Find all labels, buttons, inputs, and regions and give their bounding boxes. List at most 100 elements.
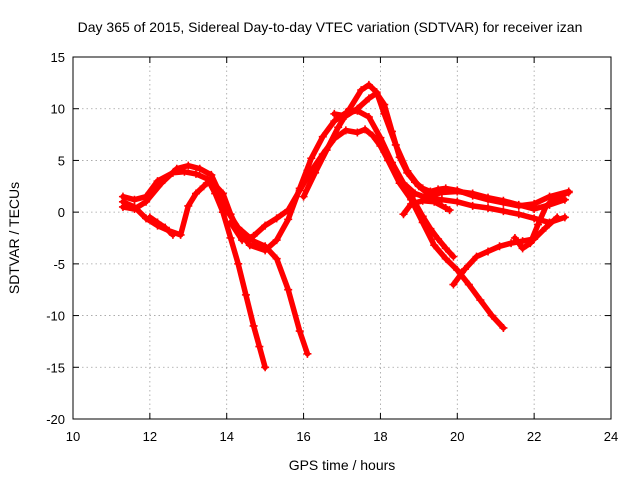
data-point bbox=[153, 218, 162, 227]
data-point bbox=[453, 266, 462, 275]
series-track-8 bbox=[330, 89, 573, 210]
data-point bbox=[449, 252, 458, 261]
data-point bbox=[476, 296, 485, 305]
data-point bbox=[272, 214, 281, 223]
y-tick-label: -20 bbox=[46, 412, 65, 427]
data-point bbox=[434, 185, 443, 194]
data-point bbox=[541, 202, 550, 211]
data-series bbox=[118, 80, 573, 372]
data-point bbox=[176, 230, 185, 239]
chart-title: Day 365 of 2015, Sidereal Day-to-day VTE… bbox=[78, 19, 583, 35]
data-point bbox=[130, 202, 139, 211]
x-tick-label: 20 bbox=[450, 429, 464, 444]
data-point bbox=[376, 133, 385, 142]
data-point bbox=[341, 126, 350, 135]
x-tick-label: 24 bbox=[604, 429, 618, 444]
data-point bbox=[541, 223, 550, 232]
data-point bbox=[330, 109, 339, 118]
data-point bbox=[518, 244, 527, 253]
data-point bbox=[249, 231, 258, 240]
data-point bbox=[430, 241, 439, 250]
data-point bbox=[487, 311, 496, 320]
data-point bbox=[261, 246, 270, 255]
data-point bbox=[484, 204, 493, 213]
series-track-6 bbox=[226, 125, 508, 332]
data-point bbox=[272, 236, 281, 245]
data-point bbox=[514, 210, 523, 219]
x-axis-ticks: 10 12 14 16 18 20 22 24 bbox=[66, 429, 618, 444]
series-trace bbox=[147, 214, 176, 238]
y-tick-label: -5 bbox=[53, 257, 65, 272]
data-point bbox=[526, 239, 535, 248]
data-point bbox=[484, 247, 493, 256]
data-point bbox=[472, 252, 481, 261]
data-point bbox=[464, 280, 473, 289]
data-point bbox=[238, 236, 247, 245]
data-point bbox=[426, 187, 435, 196]
data-point bbox=[168, 230, 177, 239]
data-point bbox=[533, 220, 542, 229]
data-point bbox=[376, 141, 385, 150]
data-point bbox=[441, 184, 450, 193]
data-point bbox=[145, 213, 154, 222]
data-point bbox=[430, 197, 439, 206]
data-point bbox=[507, 239, 516, 248]
series-track-12 bbox=[399, 196, 454, 219]
data-point bbox=[499, 207, 508, 216]
data-point bbox=[468, 201, 477, 210]
data-point bbox=[245, 241, 254, 250]
data-point bbox=[318, 132, 327, 141]
data-point bbox=[261, 221, 270, 230]
series-trace bbox=[120, 176, 215, 238]
data-point bbox=[322, 146, 331, 155]
data-point bbox=[341, 111, 350, 120]
data-point bbox=[395, 153, 404, 162]
data-point bbox=[484, 195, 493, 204]
data-point bbox=[357, 86, 366, 95]
tick-marks bbox=[72, 56, 612, 420]
data-point bbox=[460, 265, 469, 274]
data-point bbox=[361, 125, 370, 134]
data-point bbox=[191, 169, 200, 178]
data-point bbox=[434, 235, 443, 244]
data-point bbox=[403, 185, 412, 194]
data-point bbox=[272, 254, 281, 263]
data-point bbox=[514, 201, 523, 210]
data-point bbox=[418, 184, 427, 193]
data-point bbox=[184, 161, 193, 170]
series-track-11 bbox=[510, 188, 573, 253]
data-point bbox=[449, 280, 458, 289]
data-point bbox=[330, 117, 339, 126]
series-track-10 bbox=[449, 213, 562, 289]
data-point bbox=[249, 321, 258, 330]
y-tick-label: 0 bbox=[58, 205, 65, 220]
data-point bbox=[161, 223, 170, 232]
data-point bbox=[441, 244, 450, 253]
data-point bbox=[226, 218, 235, 227]
data-point bbox=[453, 197, 462, 206]
data-point bbox=[307, 154, 316, 163]
data-point bbox=[255, 342, 264, 351]
data-point bbox=[499, 323, 508, 332]
data-point bbox=[560, 213, 569, 222]
data-point bbox=[510, 234, 519, 242]
data-point bbox=[418, 212, 427, 221]
data-point bbox=[241, 290, 250, 299]
data-point bbox=[403, 168, 412, 177]
series-track-3 bbox=[118, 175, 216, 239]
data-point bbox=[384, 156, 393, 165]
data-point bbox=[372, 89, 381, 98]
data-point bbox=[334, 123, 343, 132]
data-point bbox=[407, 199, 416, 208]
y-axis-label: SDTVAR / TECUs bbox=[6, 182, 22, 294]
data-point bbox=[207, 177, 216, 186]
data-point bbox=[364, 94, 373, 103]
data-point bbox=[530, 199, 539, 208]
series-track-4 bbox=[145, 213, 177, 239]
data-point bbox=[560, 195, 569, 204]
data-point bbox=[426, 224, 435, 233]
data-point bbox=[549, 194, 558, 203]
data-point bbox=[199, 182, 208, 191]
x-tick-label: 12 bbox=[143, 429, 157, 444]
data-point bbox=[284, 206, 293, 215]
